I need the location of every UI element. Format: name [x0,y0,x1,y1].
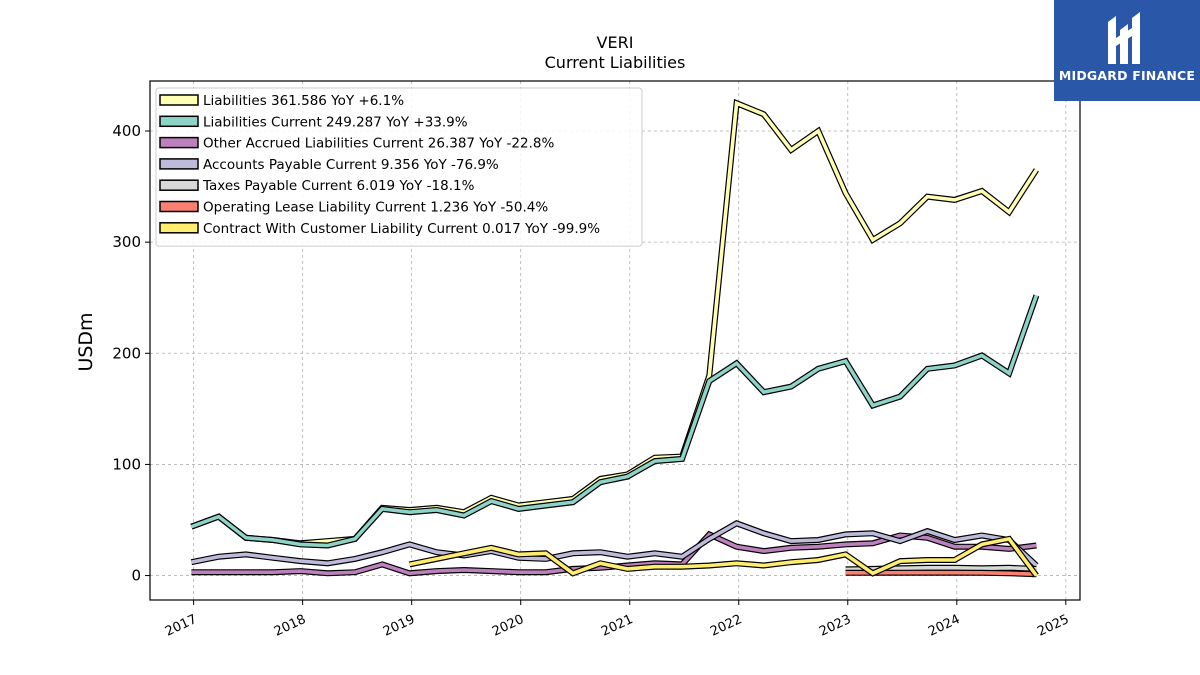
series-line-outline [190,294,1040,549]
legend-item: Contract With Customer Liability Current… [159,221,600,237]
legend-label: Taxes Payable Current 6.019 YoY -18.1% [202,178,475,194]
y-tick-label: 200 [112,344,141,362]
legend-item: Liabilities Current 249.287 YoY +33.9% [159,114,468,130]
legend-swatch [159,222,199,234]
legend-label: Accounts Payable Current 9.356 YoY -76.9… [203,157,499,173]
legend-item: Taxes Payable Current 6.019 YoY -18.1% [159,178,475,194]
y-tick-label: 100 [112,455,141,473]
x-tick-label: 2021 [599,612,635,640]
brand-logo: MIDGARD FINANCE [1054,0,1200,101]
y-axis: 0 100 200 300 400 [112,122,150,585]
series-1 [190,294,1040,549]
x-tick-label: 2023 [817,612,853,640]
chart-title: VERI [597,33,634,52]
series-line [409,536,1038,577]
x-tick-label: 2017 [163,612,199,640]
series-6 [408,535,1039,578]
x-axis: 2017 2018 2019 2020 2021 2022 2023 2024 2025 [163,600,1072,640]
legend-box [155,87,643,247]
x-tick-label: 2024 [926,612,962,640]
brand-name: MIDGARD FINANCE [1058,68,1196,83]
legend-item: Liabilities 361.586 YoY +6.1% [159,93,404,109]
legend-label: Liabilities Current 249.287 YoY +33.9% [203,114,468,130]
midgard-logo-icon [1108,12,1140,64]
y-axis-label: USDm [75,312,97,371]
legend-label: Contract With Customer Liability Current… [203,221,600,237]
legend-swatch [159,94,199,106]
y-tick-label: 400 [112,122,141,140]
legend-swatch [159,179,199,191]
legend-item: Operating Lease Liability Current 1.236 … [159,200,548,216]
y-tick-label: 300 [112,233,141,251]
x-tick-label: 2022 [708,612,744,640]
legend-swatch [159,115,199,128]
series-line [190,294,1039,548]
legend-item: Accounts Payable Current 9.356 YoY -76.9… [159,157,499,173]
x-tick-label: 2025 [1035,612,1071,640]
legend-item: Other Accrued Liabilities Current 26.387… [159,136,554,152]
series-4 [845,564,1037,573]
legend-swatch [159,136,199,149]
legend: Liabilities 361.586 YoY +6.1% Liabilities… [155,87,643,247]
series-line [191,521,1038,567]
legend-label: Operating Lease Liability Current 1.236 … [203,200,548,216]
series-line [845,565,1037,572]
legend-swatch [159,200,199,213]
legend-swatch [159,158,199,170]
chart-subtitle: Current Liabilities [545,53,686,72]
y-tick-label: 0 [131,567,141,585]
legend-label: Other Accrued Liabilities Current 26.387… [203,136,554,152]
x-tick-label: 2019 [381,612,417,640]
legend-label: Liabilities 361.586 YoY +6.1% [203,93,404,109]
x-tick-label: 2020 [490,612,526,640]
series-lines [190,98,1040,578]
x-tick-label: 2018 [272,612,308,640]
plot-frame [149,80,1081,601]
series-3 [190,520,1039,568]
